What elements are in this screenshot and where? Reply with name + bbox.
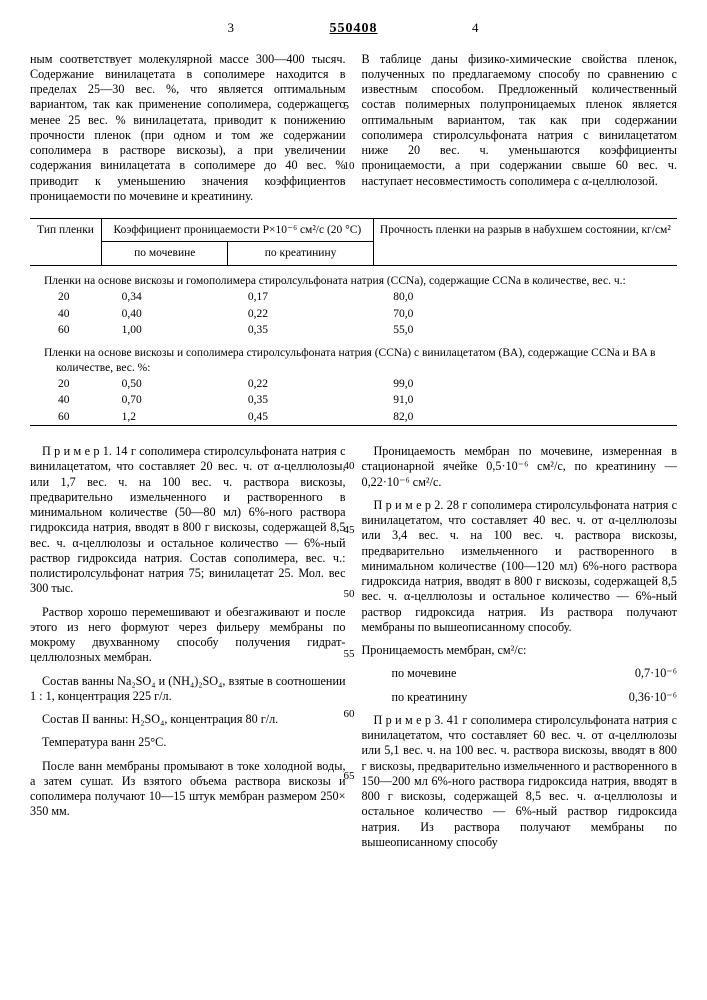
top-right-para: В таблице даны физико-химические свойств… (362, 52, 678, 189)
cell: 82,0 (373, 409, 677, 426)
cell: 70,0 (373, 306, 677, 322)
cell: 40 (30, 392, 102, 408)
th-perm-moch: по мочевине (102, 242, 228, 265)
th-perm-kreat: по креатинину (228, 242, 373, 265)
cell: 60 (30, 409, 102, 426)
line-marker-50: 50 (344, 588, 355, 602)
bottom-left-column: П р и м е р 1. 14 г сополимера стиролсул… (30, 444, 346, 858)
cell: 99,0 (373, 376, 677, 392)
line-marker-60: 60 (344, 708, 355, 722)
cell: 0,70 (102, 392, 228, 408)
cell: 20 (30, 376, 102, 392)
cell: 0,35 (228, 322, 373, 338)
cell: 55,0 (373, 322, 677, 338)
perm-kreat-label: по креатинину (392, 690, 468, 704)
top-two-column: ным соответствует молекулярной массе 300… (30, 52, 677, 205)
line-marker-40: 40 (344, 460, 355, 474)
group1-label: Пленки на основе вискозы и гомополимера … (30, 265, 677, 289)
cell: 20 (30, 289, 102, 305)
perm-kreat-val: 0,36·10⁻⁶ (629, 690, 677, 705)
group2-label: Пленки на основе вискозы и сополимера ст… (30, 338, 677, 376)
cell: 91,0 (373, 392, 677, 408)
cell: 0,22 (228, 306, 373, 322)
table-row: 40 0,40 0,22 70,0 (30, 306, 677, 322)
example1-para: П р и м е р 1. 14 г сополимера стиролсул… (30, 444, 346, 597)
perm-moch-val: 0,7·10⁻⁶ (635, 666, 677, 681)
cell: 1,00 (102, 322, 228, 338)
perm-heading: Проницаемость мембран, см²/с: (362, 643, 678, 658)
top-left-column: ным соответствует молекулярной массе 300… (30, 52, 346, 205)
th-type: Тип пленки (30, 219, 102, 266)
cell: 40 (30, 306, 102, 322)
data-table: Тип пленки Коэффициент проницаемости P×1… (30, 218, 677, 428)
para-bath1: Состав ванны Na₂SO₄ и (NH₄)₂SO₄, взятые … (30, 674, 346, 705)
table-row: 60 1,00 0,35 55,0 (30, 322, 677, 338)
bottom-two-column: П р и м е р 1. 14 г сополимера стиролсул… (30, 444, 677, 858)
doc-number-bar: 3 550408 4 (30, 20, 677, 38)
para-bath2: Состав II ванны: H₂SO₄, концентрация 80 … (30, 712, 346, 727)
cell: 0,45 (228, 409, 373, 426)
cell: 80,0 (373, 289, 677, 305)
cell: 0,35 (228, 392, 373, 408)
table-row: 20 0,50 0,22 99,0 (30, 376, 677, 392)
bottom-right-column: 40 45 50 55 60 65 Проницаемость мембран … (362, 444, 678, 858)
doc-number: 550408 (240, 20, 468, 38)
perm-line-moch: по мочевине 0,7·10⁻⁶ (392, 666, 678, 681)
perm-line-kreat: по креатинину 0,36·10⁻⁶ (392, 690, 678, 705)
table-row: 40 0,70 0,35 91,0 (30, 392, 677, 408)
line-marker-45: 45 (344, 524, 355, 538)
line-marker-55: 55 (344, 648, 355, 662)
top-right-column: 5 10 В таблице даны физико-химические св… (362, 52, 678, 205)
para-mix: Раствор хорошо перемешивают и обезгажива… (30, 605, 346, 666)
perm-moch-label: по мочевине (392, 666, 457, 680)
th-perm: Коэффициент проницаемости P×10⁻⁶ см²/с (… (102, 219, 374, 242)
cell: 1,2 (102, 409, 228, 426)
line-marker-5: 5 (344, 100, 350, 114)
example3-para: П р и м е р 3. 41 г сополимера стиролсул… (362, 713, 678, 850)
table-footer-rule (30, 426, 677, 429)
top-left-para: ным соответствует молекулярной массе 300… (30, 52, 346, 205)
line-marker-10: 10 (344, 160, 355, 174)
page-right: 4 (472, 20, 480, 36)
cell: 0,17 (228, 289, 373, 305)
example2-para: П р и м е р 2. 28 г сополимера стиролсул… (362, 498, 678, 635)
page-left: 3 (228, 20, 236, 36)
table-row: 20 0,34 0,17 80,0 (30, 289, 677, 305)
th-strength: Прочность пленки на разрыв в набухшем со… (373, 219, 677, 266)
cell: 0,50 (102, 376, 228, 392)
cell: 0,22 (228, 376, 373, 392)
cell: 0,34 (102, 289, 228, 305)
perm-result-para: Проницаемость мембран по мочевине, измер… (362, 444, 678, 490)
cell: 60 (30, 322, 102, 338)
table-row: 60 1,2 0,45 82,0 (30, 409, 677, 426)
para-temp: Температура ванн 25°C. (30, 735, 346, 750)
line-marker-65: 65 (344, 770, 355, 784)
cell: 0,40 (102, 306, 228, 322)
para-wash: После ванн мембраны промывают в токе хол… (30, 759, 346, 820)
